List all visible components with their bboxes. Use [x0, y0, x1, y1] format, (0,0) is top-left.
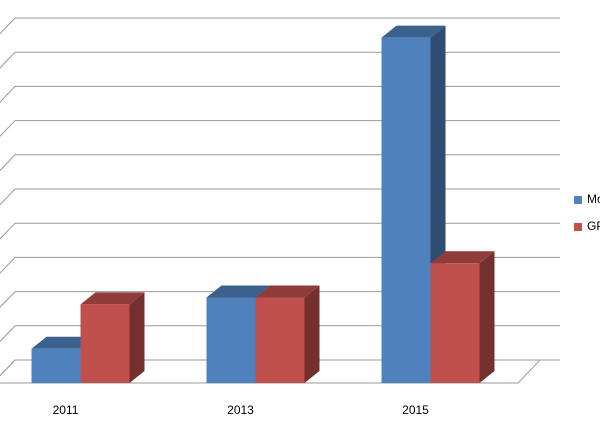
grid-line	[0, 85, 560, 103]
bar-front	[255, 297, 305, 383]
bar-front	[206, 297, 256, 383]
bar	[255, 285, 320, 383]
bar-front	[430, 263, 480, 383]
legend-label: GP	[587, 219, 600, 233]
grid-line	[0, 256, 560, 274]
grid-line	[0, 17, 560, 35]
grid-line	[0, 222, 560, 240]
bar	[430, 251, 495, 383]
bar-front	[31, 348, 81, 383]
x-tick-label: 2015	[402, 403, 429, 417]
bar	[80, 292, 145, 383]
legend-swatch	[574, 223, 582, 231]
legend-swatch	[574, 196, 582, 204]
bar-top	[255, 285, 320, 298]
x-tick-label: 2013	[227, 403, 254, 417]
bar-top	[381, 25, 446, 38]
grid-line	[0, 188, 560, 206]
bar-top	[430, 251, 495, 264]
bar-top	[80, 292, 145, 305]
grid-line	[0, 325, 560, 343]
grid-line	[0, 51, 560, 69]
bar-side	[479, 251, 495, 383]
bar-front	[80, 304, 130, 383]
bar-top	[206, 285, 271, 298]
grid-line	[0, 154, 560, 172]
x-tick-label: 2011	[53, 403, 79, 417]
bar-top	[31, 336, 96, 349]
bar-side	[304, 285, 320, 383]
bar-side	[129, 292, 145, 383]
grid-line	[0, 359, 560, 377]
legend-label: Mo	[587, 192, 600, 206]
grid-line	[0, 291, 560, 309]
bar-front	[381, 37, 431, 383]
grid-line	[0, 120, 560, 138]
